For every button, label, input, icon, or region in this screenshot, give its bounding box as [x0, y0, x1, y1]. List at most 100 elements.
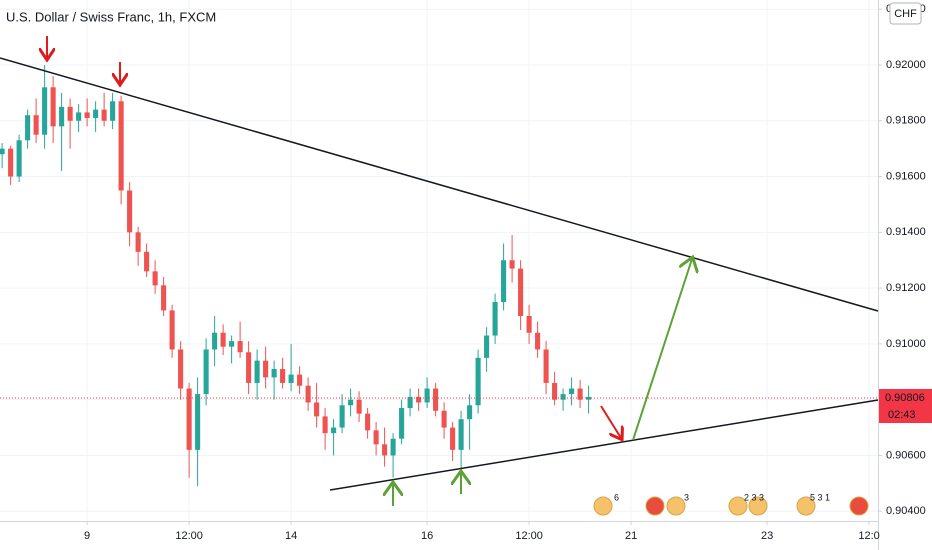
- candle-body: [390, 438, 396, 456]
- lower-trendline: [329, 399, 879, 491]
- candle-body: [373, 430, 379, 445]
- candle-body: [93, 109, 99, 118]
- candle-body: [246, 352, 252, 383]
- annotations: [0, 36, 879, 506]
- x-tick-label: 14: [285, 530, 297, 542]
- candle-body: [339, 405, 345, 428]
- x-tick-label: 12:00: [515, 530, 543, 542]
- currency: CHF: [894, 8, 917, 20]
- chart-title: U.S. Dollar / Swiss Franc, 1h, FXCM: [6, 9, 216, 24]
- candle-body: [552, 382, 558, 400]
- y-tick-label: 0.90600: [886, 449, 926, 461]
- candle-body: [305, 385, 311, 403]
- candle-body: [331, 427, 337, 434]
- candle-body: [67, 106, 73, 121]
- currency-box[interactable]: [889, 2, 922, 25]
- event-label: 6: [614, 492, 619, 502]
- candle-body: [535, 332, 541, 350]
- candle-body: [271, 368, 277, 378]
- candle-body: [84, 112, 90, 118]
- event-label: 5 3 1: [810, 492, 830, 502]
- axis-labels: 0.904000.906000.908000.910000.912000.914…: [84, 3, 932, 542]
- candle-body: [50, 87, 56, 127]
- candle-body: [518, 268, 524, 317]
- last-price-label: 0.90806: [885, 392, 925, 404]
- candle-body: [169, 310, 175, 350]
- candle-body: [8, 148, 14, 177]
- candle-body: [433, 388, 439, 411]
- event-icon[interactable]: [728, 496, 748, 516]
- candle-body: [178, 349, 184, 389]
- candle-body: [220, 332, 226, 347]
- candle-body: [0, 148, 5, 155]
- event-icon[interactable]: [593, 496, 613, 516]
- events: 6 3 2 3 3 5 3 1: [593, 492, 869, 516]
- last-price-box: [879, 389, 932, 408]
- event-icon[interactable]: [666, 496, 686, 516]
- down-arrow: [600, 405, 621, 438]
- candle-body: [475, 357, 481, 406]
- candle-body: [76, 112, 82, 121]
- candle-body: [501, 260, 507, 303]
- candle-body: [356, 399, 362, 414]
- y-tick-label: 0.91600: [886, 170, 926, 182]
- candles: [0, 64, 878, 487]
- candle-body: [382, 444, 388, 456]
- candle-body: [101, 109, 107, 121]
- candle-body: [348, 399, 354, 406]
- x-tick-label: 23: [761, 530, 773, 542]
- candle-body: [543, 349, 549, 383]
- event-icon[interactable]: [796, 496, 816, 516]
- candle-body: [25, 115, 31, 141]
- candle-body: [135, 232, 141, 252]
- y-tick-label: 0.91000: [886, 338, 926, 350]
- y-tick-label: 0.91400: [886, 226, 926, 238]
- candle-body: [526, 316, 532, 333]
- event-icon[interactable]: [849, 496, 869, 516]
- candle-body: [152, 271, 158, 286]
- x-tick-label: 9: [84, 530, 90, 542]
- candle-body: [322, 416, 328, 434]
- candle-body: [59, 106, 65, 127]
- y-tick-label: 0.91200: [886, 282, 926, 294]
- candle-body: [458, 419, 464, 450]
- candle-body: [450, 427, 456, 450]
- candle-body: [297, 374, 303, 386]
- candle-body: [484, 335, 490, 358]
- candle-body: [365, 413, 371, 431]
- candle-body: [229, 341, 235, 347]
- candle-body: [467, 405, 473, 420]
- event-icon[interactable]: [748, 496, 768, 516]
- candle-body: [416, 396, 422, 403]
- y-tick-label: 0.92000: [886, 59, 926, 71]
- event-label: 3: [684, 492, 689, 502]
- x-tick-label: 12:00: [175, 530, 203, 542]
- candle-body: [424, 388, 430, 403]
- y-tick-label: 0.91800: [886, 115, 926, 127]
- countdown: 02:43: [888, 409, 916, 421]
- x-tick-label: 21: [625, 530, 637, 542]
- candle-body: [577, 388, 583, 400]
- candle-body: [509, 260, 515, 269]
- y-tick-label: 0.90400: [886, 505, 926, 517]
- candle-body: [212, 332, 218, 350]
- grid: [0, 0, 878, 521]
- candle-body: [441, 410, 447, 428]
- price-axis: [878, 0, 932, 550]
- candle-body: [569, 388, 575, 395]
- candle-body: [399, 408, 405, 439]
- candle-body: [288, 374, 294, 383]
- candle-body: [203, 349, 209, 395]
- candle-body: [263, 360, 269, 378]
- candle-body: [33, 115, 39, 135]
- x-tick-label: 12:0: [858, 530, 879, 542]
- candle-body: [127, 190, 133, 233]
- event-icon[interactable]: [645, 496, 665, 516]
- candle-body: [254, 360, 260, 383]
- x-tick-label: 16: [421, 530, 433, 542]
- candle-body: [280, 368, 286, 383]
- candle-body: [492, 302, 498, 336]
- countdown-box: [879, 407, 932, 424]
- candle-body: [560, 394, 566, 400]
